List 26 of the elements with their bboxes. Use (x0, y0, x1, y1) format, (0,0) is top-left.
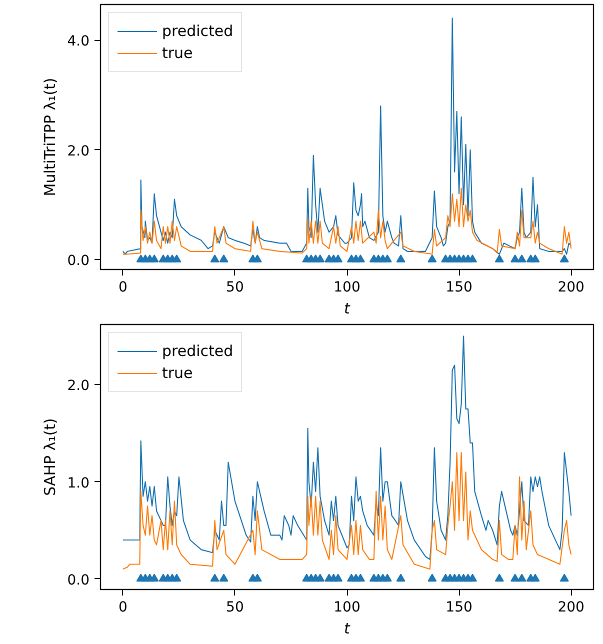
y-tick-label: 1.0 (67, 475, 90, 492)
y-tick-label: 2.0 (67, 378, 90, 394)
y-tick-label: 2.0 (67, 143, 90, 160)
x-tick-label: 0 (118, 280, 128, 296)
x-tick-label: 0 (118, 600, 128, 616)
x-tick-label: 200 (558, 600, 584, 616)
y-axis-title: MultiTriTPP λ₁(t) (41, 78, 60, 196)
y-tick-label: 0.0 (67, 253, 90, 270)
x-tick-label: 50 (226, 600, 244, 616)
x-tick-label: 150 (446, 280, 472, 296)
x-tick-label: 100 (334, 600, 360, 616)
legend-label: predicted (162, 342, 234, 360)
legend-label: true (162, 364, 193, 382)
y-tick-label: 0.0 (67, 572, 90, 588)
x-tick-label: 150 (446, 600, 472, 616)
legend-label: predicted (162, 22, 234, 40)
y-axis-title: SAHP λ₁(t) (41, 418, 60, 496)
x-axis-title: t (344, 620, 352, 638)
y-tick-label: 4.0 (67, 34, 90, 50)
legend-label: true (162, 44, 193, 62)
x-tick-label: 200 (558, 280, 584, 296)
line-series (122, 452, 572, 570)
x-tick-label: 100 (334, 280, 360, 296)
line-series (122, 336, 572, 560)
x-axis-title: t (344, 300, 352, 318)
x-tick-label: 50 (226, 280, 244, 296)
